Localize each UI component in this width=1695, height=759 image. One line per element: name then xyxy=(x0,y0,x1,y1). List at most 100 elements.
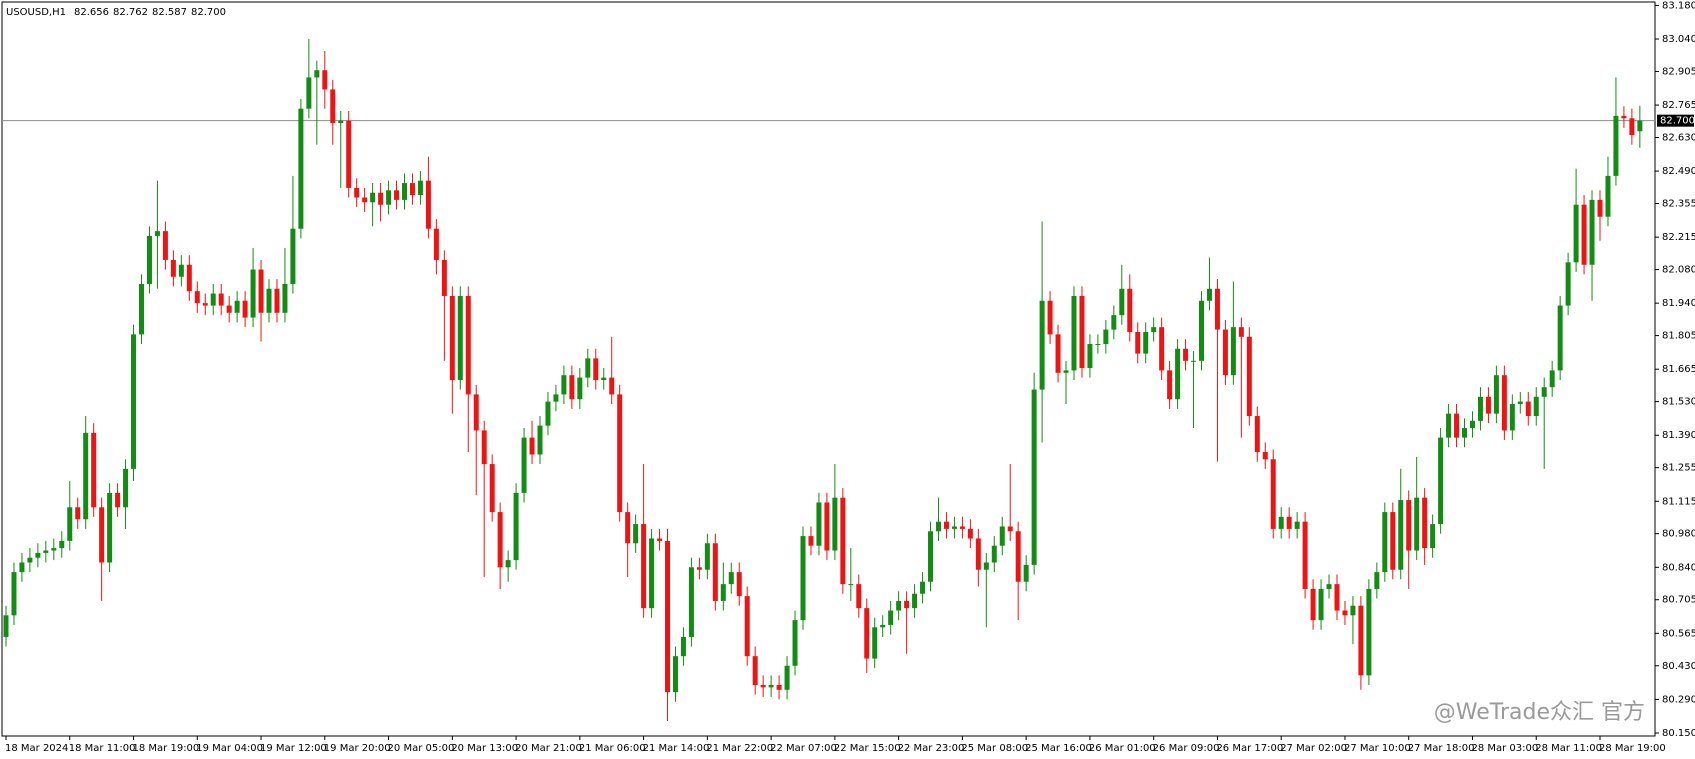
candle-body xyxy=(720,584,726,601)
header-value: 82.762 xyxy=(113,7,148,18)
candle-body xyxy=(1071,295,1077,371)
x-tick-label: 26 Mar 01:00 xyxy=(1089,743,1156,754)
y-tick-label: 83.180 xyxy=(1662,0,1695,11)
candle-body xyxy=(1007,526,1013,532)
candle-body xyxy=(314,70,320,78)
x-tick-label: 27 Mar 02:00 xyxy=(1280,743,1347,754)
candle-body xyxy=(1334,584,1340,611)
y-tick-label: 81.115 xyxy=(1662,496,1695,507)
candle-body xyxy=(1398,500,1404,570)
candle-body xyxy=(386,190,392,205)
candle-body xyxy=(218,293,224,306)
candle-body xyxy=(864,608,870,659)
candle-body xyxy=(617,394,623,513)
candle-body xyxy=(1199,300,1204,361)
candle-body xyxy=(1238,327,1244,337)
candle-body xyxy=(999,526,1005,546)
x-tick-label: 22 Mar 23:00 xyxy=(898,743,965,754)
candle-body xyxy=(688,567,694,637)
candle-body xyxy=(1143,331,1149,354)
candle-body xyxy=(19,562,25,573)
candle-body xyxy=(641,524,647,609)
candle-body xyxy=(784,665,790,690)
candle-body xyxy=(832,497,838,551)
candle-body xyxy=(1358,605,1364,676)
x-tick-label: 26 Mar 09:00 xyxy=(1153,743,1220,754)
candle-body xyxy=(569,375,575,400)
candle-body xyxy=(1637,120,1643,132)
x-tick-label: 20 Mar 05:00 xyxy=(388,743,455,754)
candle-body xyxy=(1517,401,1523,405)
candle-body xyxy=(362,197,368,203)
candle-body xyxy=(338,120,344,124)
candle-body xyxy=(1262,452,1268,460)
candle-body xyxy=(146,235,152,284)
candle-body xyxy=(1135,331,1141,354)
y-tick-label: 82.080 xyxy=(1662,265,1695,276)
candle-body xyxy=(1629,118,1635,136)
candle-body xyxy=(322,70,328,90)
candle-body xyxy=(712,543,718,601)
candle-body xyxy=(457,295,463,381)
candle-body xyxy=(298,108,304,229)
candle-body xyxy=(696,567,702,570)
header-value: 82.700 xyxy=(191,7,226,18)
candle-body xyxy=(1119,288,1125,316)
candle-body xyxy=(935,521,941,532)
candle-body xyxy=(1493,375,1499,414)
candle-body xyxy=(473,394,479,431)
candle-body xyxy=(1079,295,1085,368)
candle-body xyxy=(1342,610,1348,616)
candle-body xyxy=(330,89,336,124)
candle-body xyxy=(1374,572,1380,589)
candle-body xyxy=(370,192,376,203)
candle-body xyxy=(625,512,631,544)
symbol: USOUSD,H1 xyxy=(6,7,66,18)
candle-body xyxy=(1103,329,1109,344)
candle-body xyxy=(1127,288,1133,332)
candle-body xyxy=(768,684,774,688)
candle-body xyxy=(59,540,65,549)
header-value: 82.587 xyxy=(152,7,187,18)
candle-body xyxy=(537,425,543,455)
candle-body xyxy=(1047,300,1053,335)
candle-body xyxy=(1254,416,1260,453)
candle-body xyxy=(394,190,400,200)
candle-body xyxy=(242,300,248,318)
candle-body xyxy=(441,259,447,296)
candle-body xyxy=(210,293,216,306)
candle-body xyxy=(1573,204,1579,263)
y-tick-label: 82.490 xyxy=(1662,166,1695,177)
x-tick-label: 20 Mar 13:00 xyxy=(451,743,518,754)
y-tick-label: 80.705 xyxy=(1662,595,1695,606)
candle-body xyxy=(1310,588,1316,621)
candle-body xyxy=(202,303,208,306)
candle-body xyxy=(553,394,559,402)
candle-body xyxy=(824,502,830,551)
candle-body xyxy=(1477,396,1483,421)
candle-body xyxy=(123,468,129,508)
candle-body xyxy=(409,183,415,196)
x-tick-label: 19 Mar 04:00 xyxy=(196,743,263,754)
x-tick-label: 21 Mar 06:00 xyxy=(579,743,646,754)
x-tick-label: 18 Mar 19:00 xyxy=(133,743,200,754)
candle-body xyxy=(258,269,264,313)
candle-body xyxy=(561,375,567,395)
candle-body xyxy=(904,600,910,609)
candle-body xyxy=(138,283,144,335)
candle-body xyxy=(1501,375,1507,431)
candle-body xyxy=(1414,497,1420,551)
candle-body xyxy=(1055,334,1061,373)
candle-body xyxy=(888,610,894,625)
candle-body xyxy=(704,543,710,570)
candle-body xyxy=(234,300,240,313)
candle-body xyxy=(1366,588,1372,676)
candle-body xyxy=(354,187,360,198)
y-tick-label: 80.150 xyxy=(1662,728,1695,739)
candle-body xyxy=(226,305,232,313)
x-tick-label: 27 Mar 18:00 xyxy=(1408,743,1475,754)
candle-body xyxy=(1039,300,1045,390)
candle-body xyxy=(1565,262,1571,306)
candle-body xyxy=(1462,428,1468,438)
